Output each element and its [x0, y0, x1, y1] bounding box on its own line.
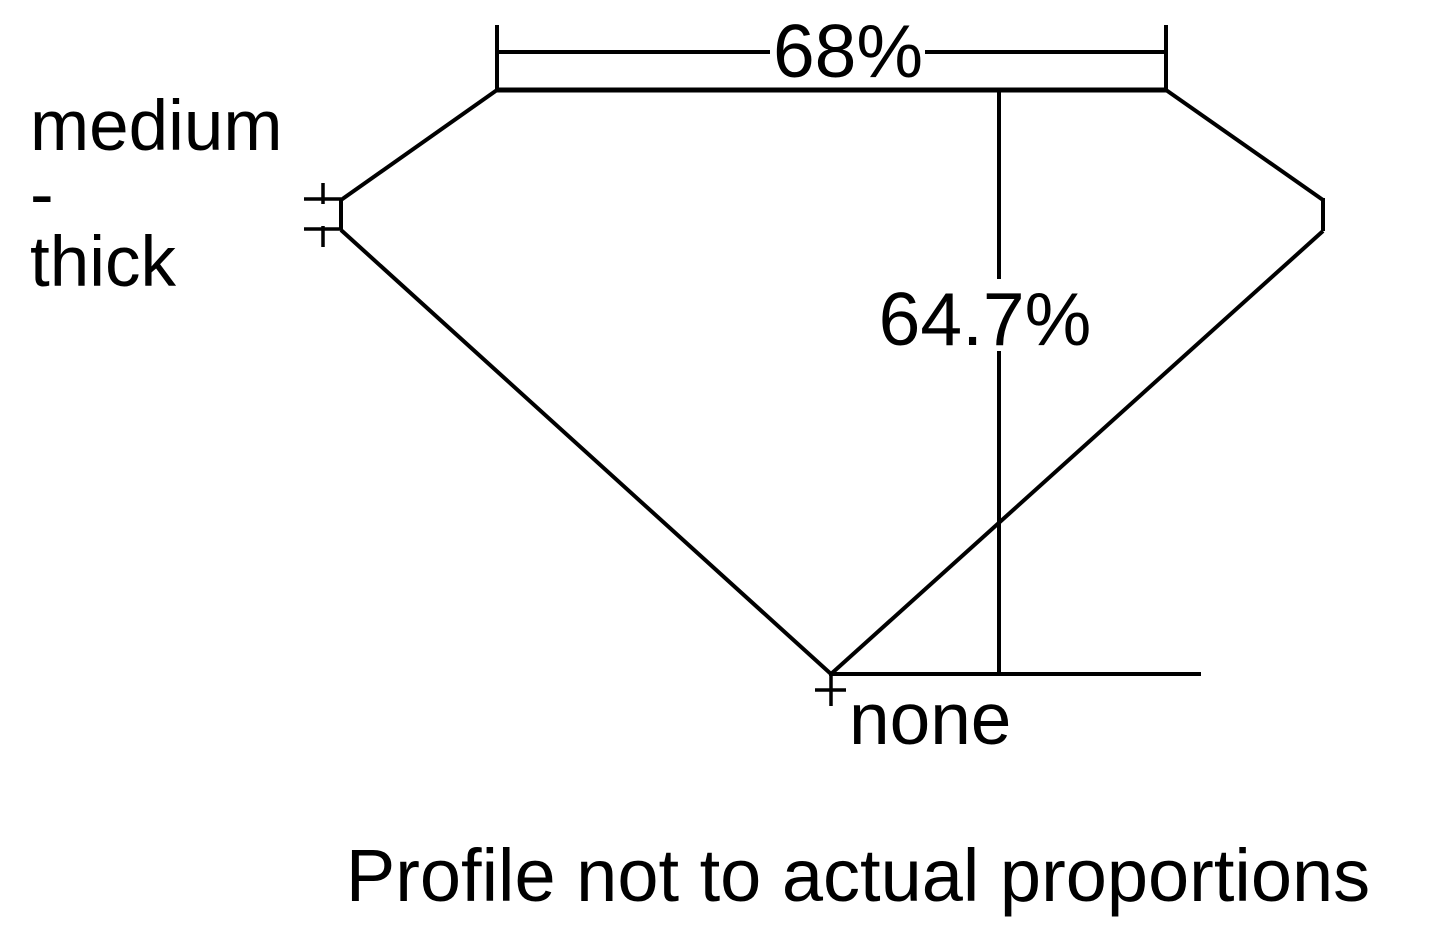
culet-size-label: none — [849, 679, 1012, 760]
total-depth-percent-label: 64.7% — [878, 277, 1092, 361]
crown-facet-right-line — [1164, 88, 1325, 202]
pavilion-facet-right-line — [829, 229, 1325, 676]
pavilion-facet-left-line — [339, 228, 833, 676]
diagram-caption: Profile not to actual proportions — [345, 834, 1371, 917]
table-width-percent-label: 68% — [772, 9, 924, 93]
crown-facet-left-line — [339, 88, 499, 202]
girdle-thickness-label: medium - thick — [30, 87, 283, 302]
